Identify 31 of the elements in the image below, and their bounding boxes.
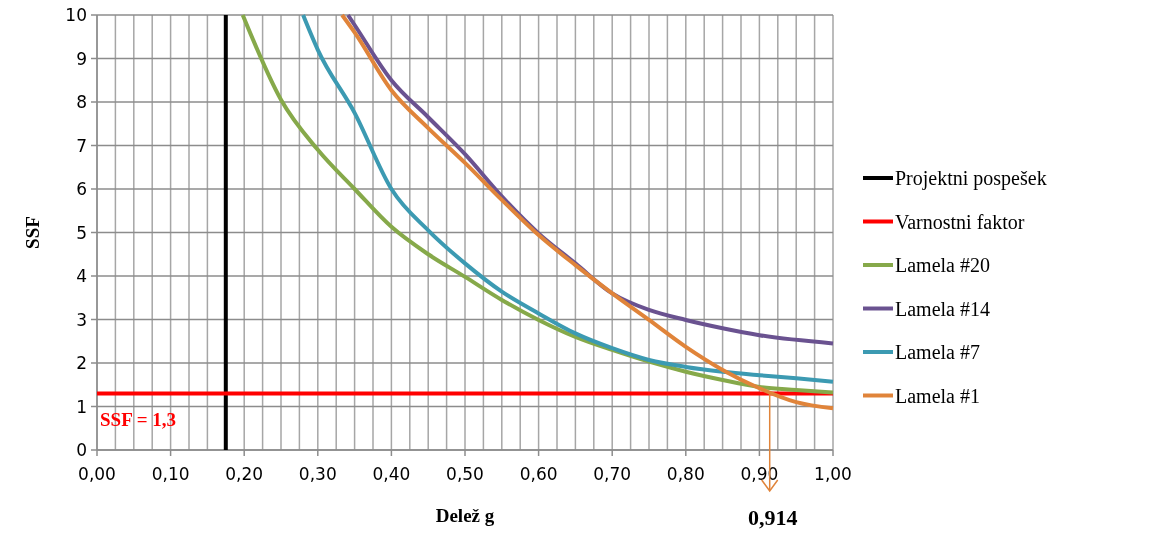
x-tick-label: 0,40 bbox=[372, 464, 411, 484]
x-tick-label: 1,00 bbox=[814, 464, 852, 484]
y-tick-label: 8 bbox=[76, 92, 87, 112]
legend-label: Lamela #20 bbox=[895, 254, 990, 276]
x-tick-label: 0,10 bbox=[151, 464, 190, 484]
y-tick-label: 10 bbox=[65, 5, 87, 25]
y-tick-label: 7 bbox=[76, 135, 87, 156]
legend-label: Lamela #1 bbox=[895, 384, 980, 407]
legend-label: Lamela #7 bbox=[895, 341, 980, 363]
annotation: 0,914 bbox=[747, 505, 798, 530]
x-tick-label: 0,20 bbox=[225, 464, 264, 484]
x-tick-label: 0,00 bbox=[78, 464, 116, 484]
y-tick-label: 2 bbox=[76, 353, 87, 373]
y-tick-label: 3 bbox=[76, 309, 87, 330]
y-axis-title: SSF bbox=[22, 216, 43, 249]
annotation: SSF = 1,3 bbox=[100, 409, 177, 431]
x-tick-label: 0,80 bbox=[666, 464, 705, 484]
x-tick-label: 0,30 bbox=[298, 464, 337, 484]
legend-label: Projektni pospešek bbox=[895, 167, 1047, 190]
x-tick-label: 0,60 bbox=[519, 464, 558, 484]
y-tick-label: 9 bbox=[76, 48, 87, 69]
legend-label: Lamela #14 bbox=[895, 297, 990, 320]
x-axis-title: Delež g bbox=[435, 505, 495, 526]
legend-label: Varnostni faktor bbox=[895, 210, 1025, 233]
y-tick-label: 6 bbox=[76, 179, 87, 199]
x-tick-label: 0,70 bbox=[593, 464, 632, 484]
y-tick-label: 5 bbox=[76, 222, 87, 243]
x-tick-label: 0,50 bbox=[446, 464, 484, 484]
y-tick-label: 0 bbox=[76, 440, 87, 460]
y-tick-label: 1 bbox=[76, 396, 87, 417]
y-tick-label: 4 bbox=[76, 266, 87, 286]
